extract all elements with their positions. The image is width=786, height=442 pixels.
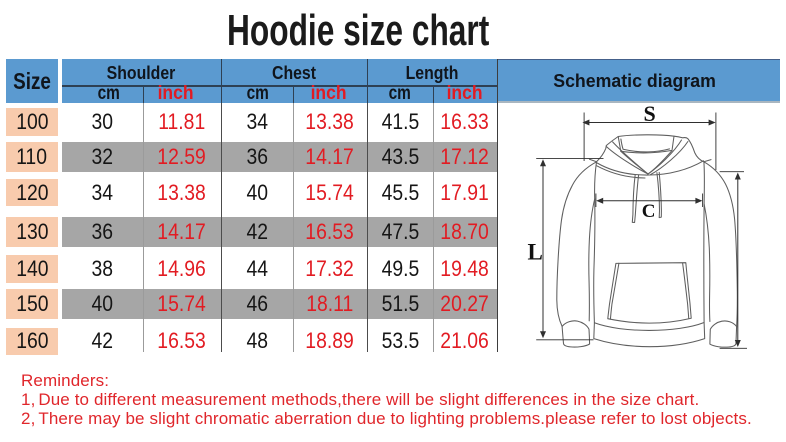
svg-text:S: S <box>644 103 656 126</box>
svg-text:C: C <box>642 201 656 222</box>
svg-text:L: L <box>528 240 543 265</box>
